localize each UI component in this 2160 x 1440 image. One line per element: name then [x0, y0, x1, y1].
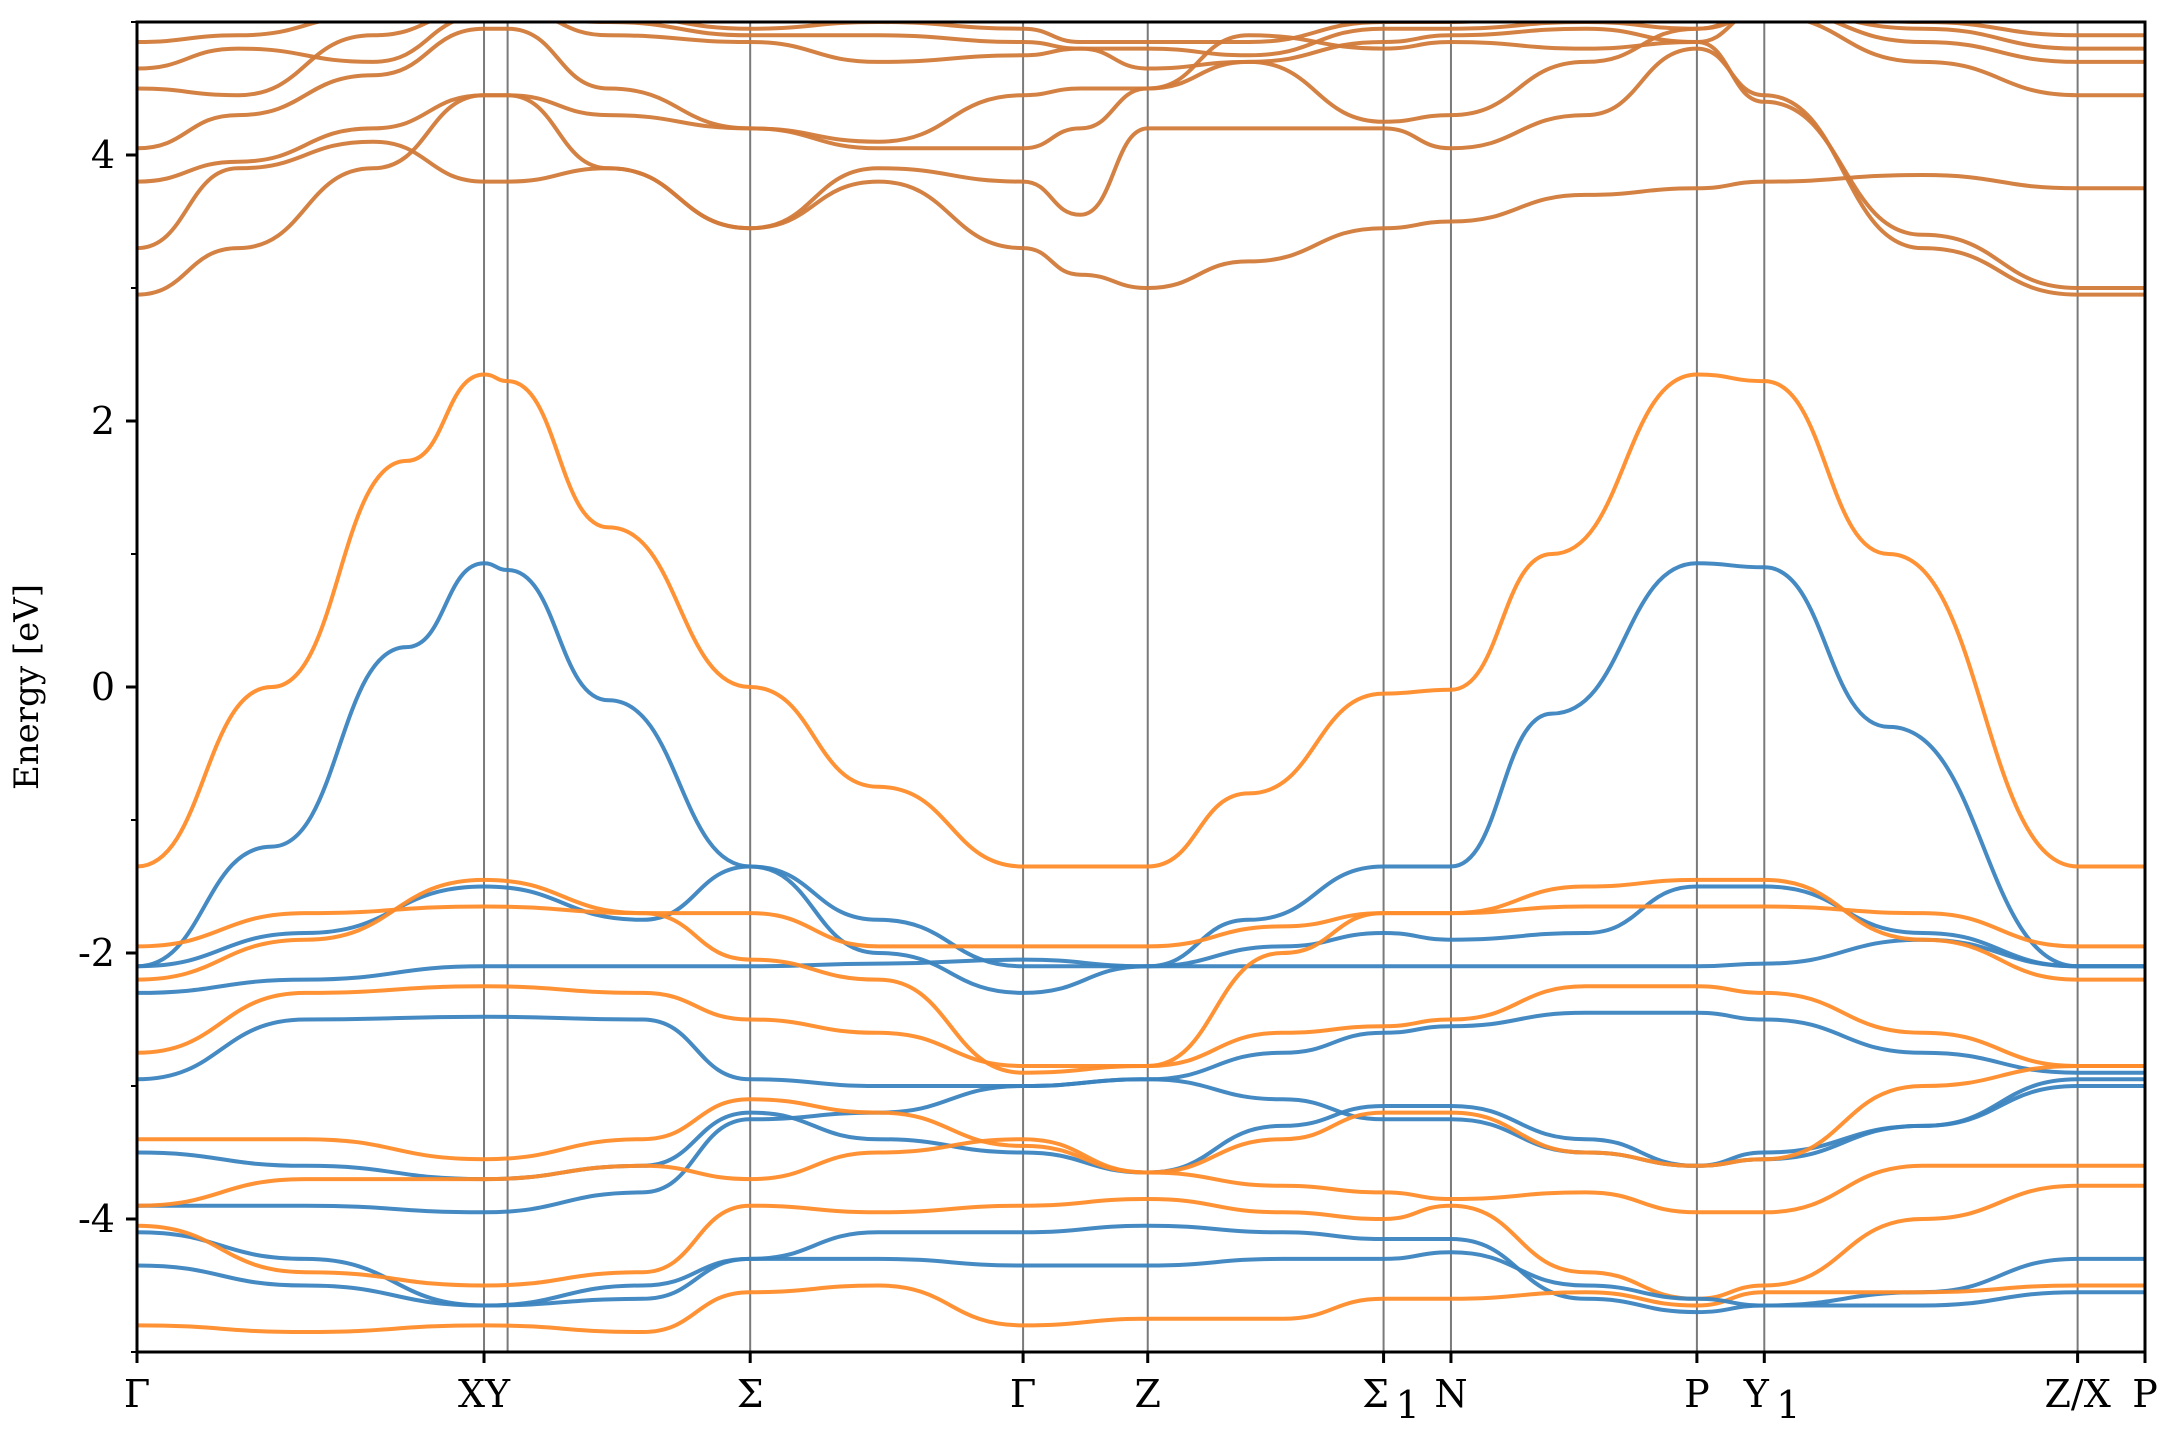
y-tick-label: 0	[91, 665, 115, 709]
x-tick-label: Z	[1135, 1372, 1161, 1416]
band-line-spin-down	[137, 1250, 2145, 1308]
band-line-spin-up	[137, 372, 2145, 869]
band-line-spin-up	[137, 984, 2145, 1069]
svg-text:XY: XY	[458, 1372, 511, 1416]
band-line-spin-down	[137, 1223, 2145, 1315]
band-line-spin-up	[137, 1137, 2145, 1215]
band-line-overlap	[137, 33, 2145, 297]
svg-text:Γ: Γ	[1010, 1372, 1036, 1416]
svg-text:N: N	[1434, 1372, 1467, 1416]
svg-text:Z: Z	[1135, 1372, 1161, 1416]
y-tick-label: 4	[91, 133, 115, 177]
svg-text:Σ: Σ	[1362, 1372, 1389, 1416]
band-line-overlap	[137, 22, 2145, 45]
y-tick-label: -2	[78, 931, 115, 975]
x-axis: Γ XY Σ Γ Z Σ 1 N P Y 1 Z/X P	[124, 1352, 2158, 1427]
band-line-spin-up	[137, 1064, 2145, 1175]
x-tick-label: Σ	[737, 1372, 764, 1416]
band-line-spin-down	[137, 561, 2145, 969]
x-tick-label: Z/X	[2044, 1372, 2110, 1416]
x-tick-label: XY	[458, 1372, 511, 1416]
svg-text:P: P	[1684, 1372, 1710, 1416]
band-line-spin-up	[137, 877, 2145, 1075]
band-line-overlap	[137, 139, 2145, 290]
x-tick-label: P	[1684, 1372, 1710, 1416]
high-symmetry-lines	[483, 22, 2079, 1352]
x-tick-label: N	[1434, 1372, 1467, 1416]
x-tick-label: P	[2132, 1372, 2158, 1416]
band-line-spin-up	[137, 1183, 2145, 1301]
x-tick-label: Γ	[1010, 1372, 1036, 1416]
svg-text:Z/X: Z/X	[2044, 1372, 2110, 1416]
x-tick-label: Γ	[124, 1372, 150, 1416]
svg-text:Y: Y	[1743, 1372, 1770, 1416]
band-lines	[137, 22, 2145, 1334]
x-tick-subscript: 1	[1776, 1383, 1800, 1427]
svg-text:Γ: Γ	[124, 1372, 150, 1416]
y-tick-label: -4	[78, 1197, 115, 1241]
y-axis: -4 -2 0 2 4	[78, 21, 137, 1353]
band-line-spin-up	[137, 1283, 2145, 1334]
band-line-spin-down	[137, 1084, 2145, 1182]
band-line-spin-down	[137, 1077, 2145, 1215]
svg-text:Σ: Σ	[737, 1372, 764, 1416]
y-tick-label: 2	[91, 399, 115, 443]
band-line-spin-up	[137, 904, 2145, 949]
x-tick-subscript: 1	[1396, 1383, 1420, 1427]
svg-text:P: P	[2132, 1372, 2158, 1416]
band-line-spin-down	[137, 1010, 2145, 1089]
band-line-overlap	[137, 46, 2145, 297]
y-axis-title: Energy [eV]	[7, 584, 47, 790]
band-line-spin-down	[137, 937, 2145, 995]
